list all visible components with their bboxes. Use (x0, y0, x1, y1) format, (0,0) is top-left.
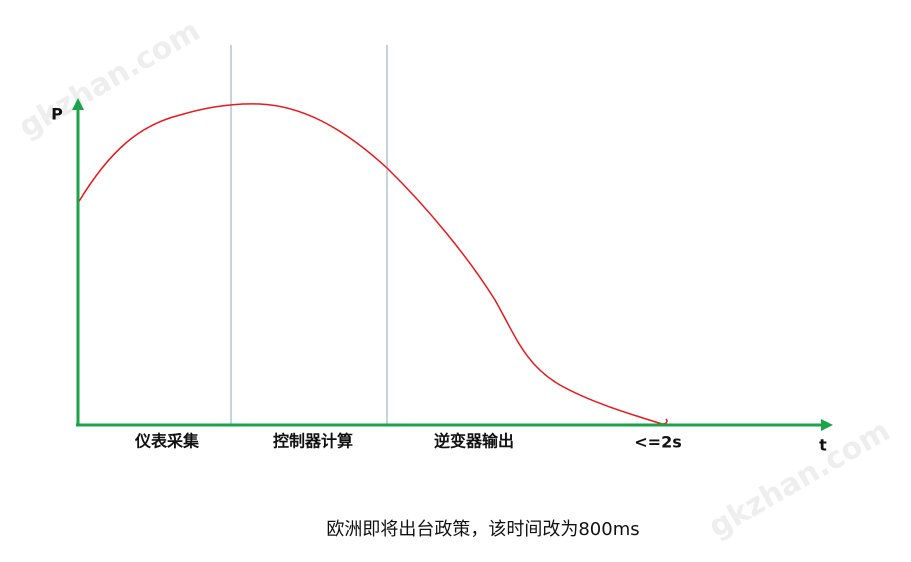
y-axis-arrow (72, 98, 84, 110)
watermark: gkzhan.com (703, 413, 896, 545)
stage-label: 仪表采集 (134, 432, 200, 451)
stage-label: 逆变器输出 (434, 432, 514, 451)
stage-label: <=2s (634, 433, 681, 452)
y-axis-label: P (51, 105, 63, 124)
x-axis-arrow (821, 419, 833, 431)
watermark: gkzhan.com (13, 13, 206, 145)
caption: 欧洲即将出台政策，该时间改为800ms (326, 519, 639, 540)
x-axis-label: t (819, 436, 827, 455)
power-curve (77, 103, 668, 425)
stage-label: 控制器计算 (273, 432, 353, 451)
